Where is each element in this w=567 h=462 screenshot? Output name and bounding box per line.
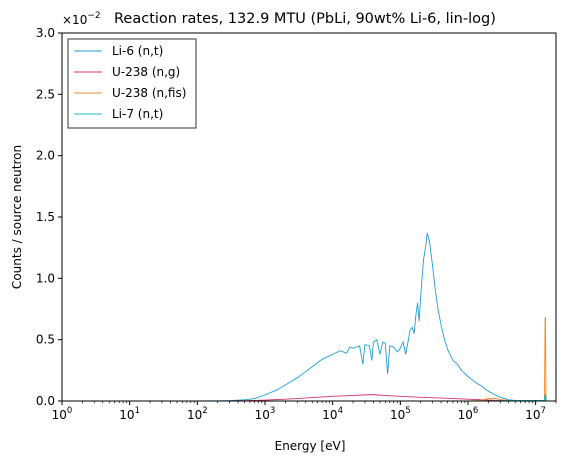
y-multiplier-label: ×10−2 <box>62 11 101 27</box>
chart-title: Reaction rates, 132.9 MTU (PbLi, 90wt% L… <box>114 11 496 27</box>
x-tick-label: 103 <box>255 406 276 422</box>
y-axis-label: Counts / source neutron <box>10 145 24 289</box>
legend-label-1: U-238 (n,g) <box>112 65 180 79</box>
x-tick-label: 106 <box>458 406 479 422</box>
x-tick-label: 102 <box>187 406 208 422</box>
legend-label-0: Li-6 (n,t) <box>112 44 163 58</box>
x-axis-ticks: 100 101 102 103 104 105 106 107 <box>52 401 557 422</box>
x-tick-label: 100 <box>52 406 73 422</box>
y-tick-label: 2.0 <box>36 149 55 163</box>
legend-label-3: Li-7 (n,t) <box>112 107 163 121</box>
y-tick-label: 3.0 <box>36 26 55 40</box>
series-line-1 <box>229 394 556 401</box>
y-tick-label: 1.5 <box>36 210 55 224</box>
x-tick-label: 101 <box>119 406 140 422</box>
x-tick-label: 107 <box>525 406 546 422</box>
legend-label-2: U-238 (n,fis) <box>112 86 186 100</box>
legend: Li-6 (n,t) U-238 (n,g) U-238 (n,fis) Li-7 (… <box>67 38 197 129</box>
y-tick-label: 0.5 <box>36 333 55 347</box>
x-tick-label: 104 <box>322 406 343 422</box>
y-tick-label: 1.0 <box>36 271 55 285</box>
y-axis-ticks: 0.0 0.5 1.0 1.5 2.0 2.5 3.0 <box>36 26 62 408</box>
x-axis-label: Energy [eV] <box>275 439 346 453</box>
y-tick-label: 2.5 <box>36 87 55 101</box>
y-tick-label: 0.0 <box>36 394 55 408</box>
legend-box <box>67 38 197 129</box>
series-line-0 <box>197 232 556 401</box>
series-group <box>197 232 556 401</box>
x-tick-label: 105 <box>390 406 411 422</box>
